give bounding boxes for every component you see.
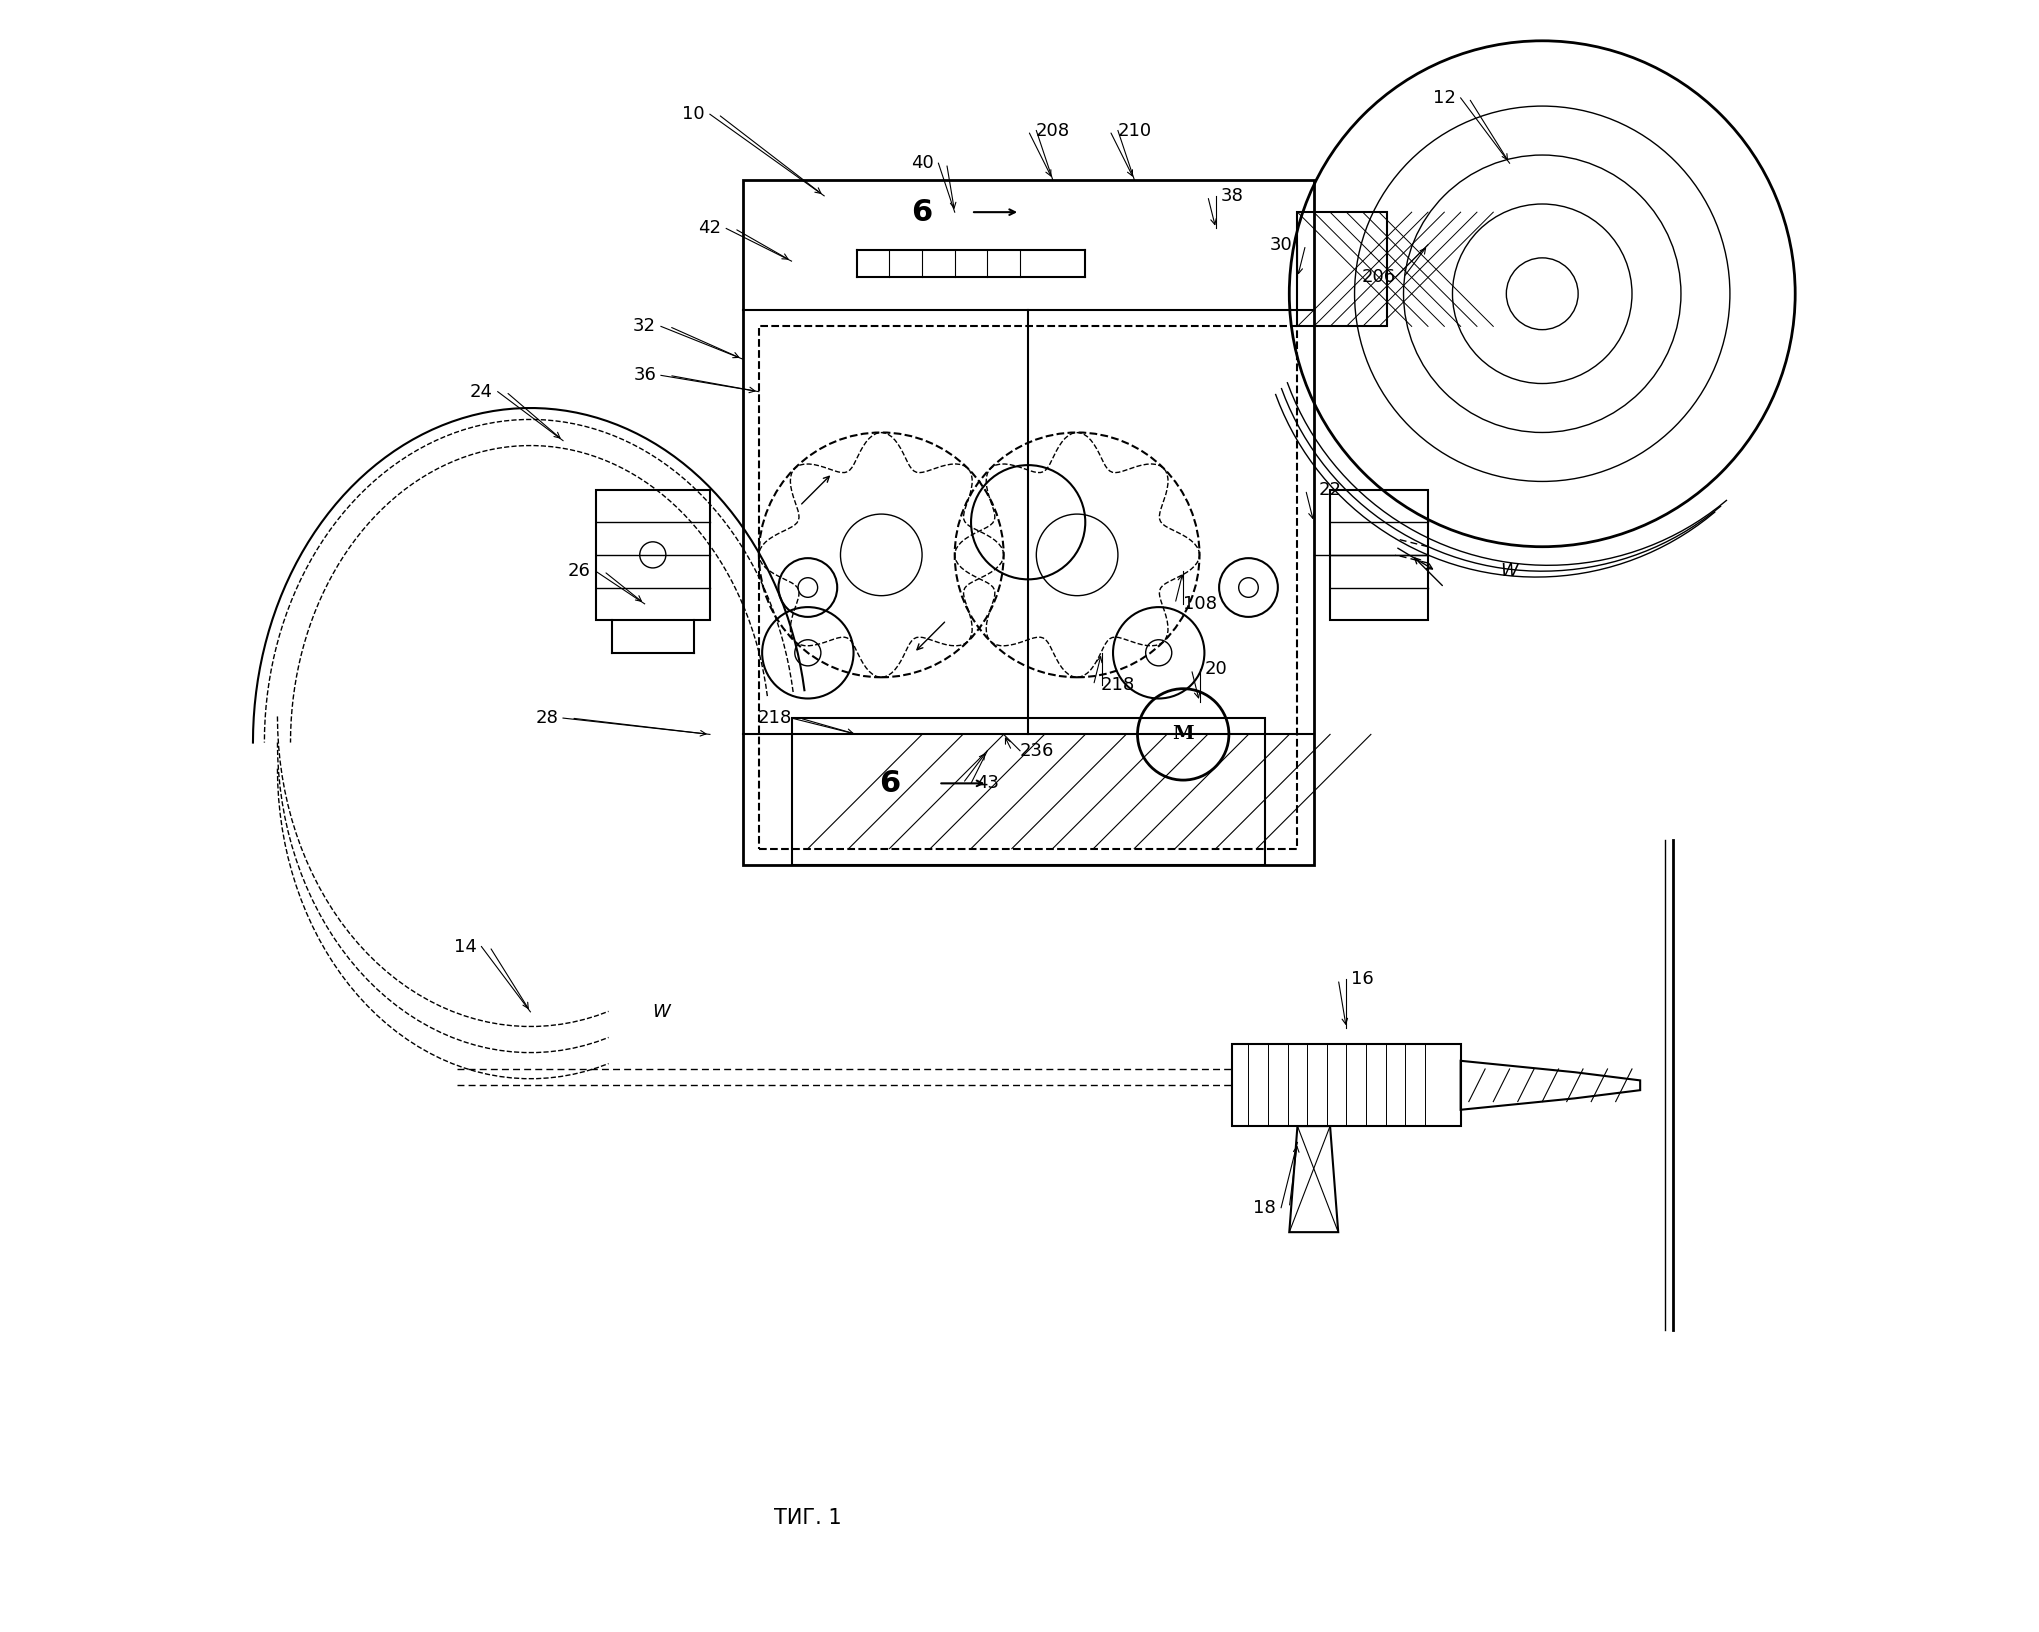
Text: 18: 18 [1252, 1198, 1276, 1217]
Text: 210: 210 [1117, 121, 1150, 140]
Text: 22: 22 [1317, 480, 1342, 499]
Text: 42: 42 [697, 219, 722, 238]
Bar [1232, 1044, 1460, 1126]
Text: 30: 30 [1268, 235, 1293, 255]
Text: 28: 28 [534, 708, 559, 728]
Text: 26: 26 [567, 561, 591, 581]
Bar [1297, 212, 1387, 326]
Text: 32: 32 [632, 317, 657, 336]
Bar [595, 490, 710, 620]
Text: ΤИГ. 1: ΤИГ. 1 [773, 1508, 842, 1528]
Bar [1329, 490, 1427, 620]
Text: 218: 218 [1101, 676, 1134, 695]
Text: 108: 108 [1183, 594, 1215, 614]
Text: 14: 14 [453, 937, 477, 956]
Text: 236: 236 [1020, 741, 1052, 761]
Text: 20: 20 [1203, 659, 1227, 679]
Text: W: W [1501, 561, 1517, 581]
Text: M: M [1172, 725, 1193, 744]
Text: 24: 24 [469, 382, 493, 401]
Text: 36: 36 [632, 366, 657, 385]
Text: 16: 16 [1350, 969, 1374, 989]
Text: 6: 6 [911, 197, 932, 227]
Text: 206: 206 [1362, 268, 1395, 287]
Bar [791, 718, 1264, 865]
Bar [759, 326, 1297, 849]
Text: 38: 38 [1219, 186, 1244, 206]
Text: 208: 208 [1036, 121, 1068, 140]
Text: 218: 218 [759, 708, 791, 728]
Text: 12: 12 [1431, 88, 1456, 108]
Text: W: W [652, 1002, 669, 1022]
Text: 43: 43 [975, 774, 999, 793]
Text: 40: 40 [909, 153, 934, 173]
Text: 10: 10 [681, 104, 705, 124]
Text: 6: 6 [879, 769, 899, 798]
